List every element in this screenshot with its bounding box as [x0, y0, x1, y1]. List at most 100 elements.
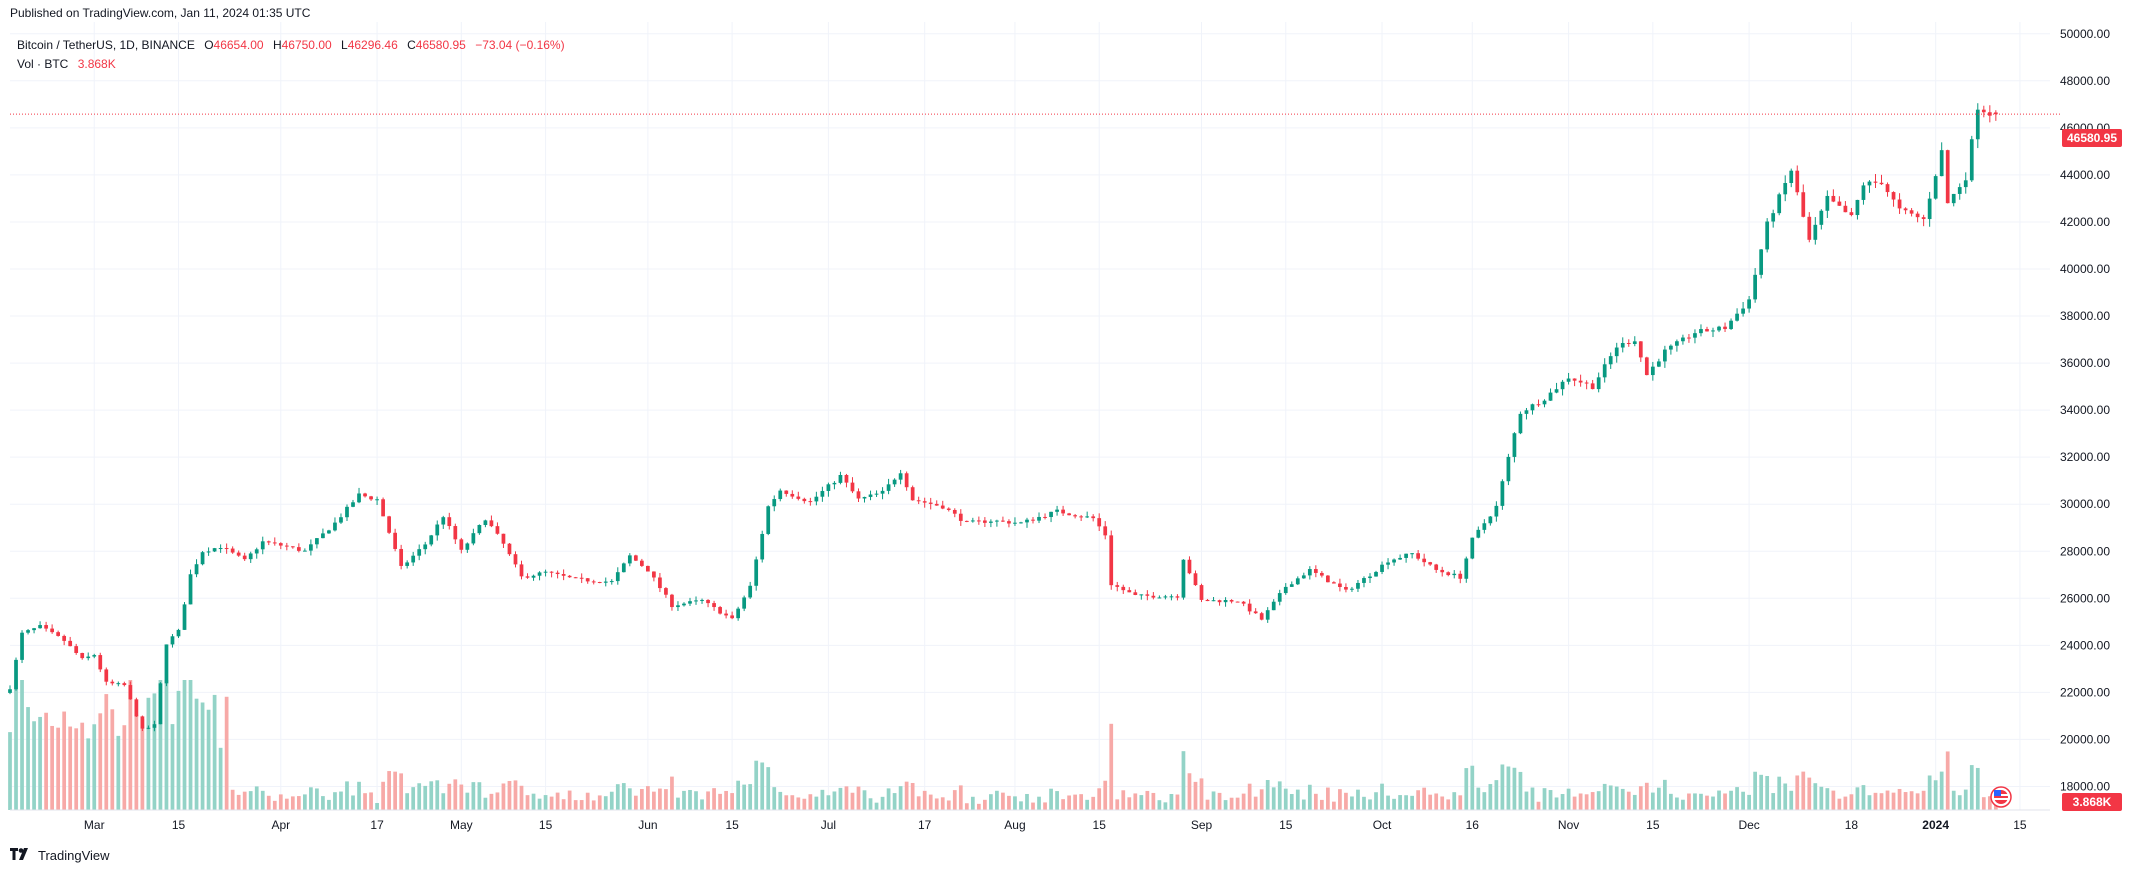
candle-body — [98, 655, 103, 670]
volume-bar — [1849, 794, 1854, 810]
volume-bar — [573, 800, 578, 810]
volume-bar — [826, 795, 831, 810]
x-tick-label: Sep — [1191, 818, 1213, 832]
volume-bar — [1307, 784, 1312, 810]
candle-body — [1404, 553, 1408, 558]
volume-bar — [700, 799, 704, 810]
volume-bar — [1626, 791, 1631, 810]
candle-body — [832, 482, 837, 485]
volume-bar — [471, 782, 476, 810]
candle-body — [489, 520, 494, 527]
candle-body — [597, 582, 602, 584]
volume-bar — [1663, 779, 1667, 810]
volume-bar — [670, 776, 674, 810]
candle-body — [110, 681, 115, 684]
volume-bar — [850, 792, 855, 810]
volume-bar — [266, 795, 271, 810]
volume-bar — [1638, 786, 1643, 810]
volume-bar — [1554, 797, 1559, 810]
us-flag-icon[interactable] — [1990, 786, 2012, 808]
volume-bar — [1656, 787, 1661, 810]
candle-body — [1049, 511, 1053, 517]
volume-bar — [742, 784, 747, 810]
volume-bar — [1103, 780, 1108, 810]
volume-bar — [748, 784, 753, 810]
volume-bar — [387, 771, 391, 810]
volume-bar — [86, 738, 91, 810]
volume-bar — [1470, 765, 1475, 810]
volume-bar — [339, 791, 343, 810]
candle-body — [411, 555, 416, 563]
candle-body — [1313, 569, 1318, 573]
volume-bar — [1987, 796, 1992, 810]
candle-body — [730, 615, 734, 619]
candle-body — [1578, 380, 1583, 383]
candle-body — [1211, 600, 1216, 602]
candle-body — [910, 487, 915, 501]
volume-bar — [441, 793, 446, 810]
candle-body — [543, 571, 548, 573]
volume-bar — [1428, 794, 1433, 810]
volume-bar — [218, 747, 223, 810]
candle-body — [1001, 520, 1005, 522]
y-tick-label: 42000.00 — [2060, 215, 2110, 229]
candle-body — [339, 517, 343, 523]
volume-bar — [1061, 799, 1065, 810]
volume-bar — [1644, 782, 1649, 810]
candle-body — [1392, 559, 1396, 563]
candle-body — [1849, 212, 1854, 216]
volume-bar — [1813, 783, 1818, 810]
x-tick-label: 17 — [370, 818, 384, 832]
candle-body — [591, 581, 596, 583]
volume-bar — [459, 784, 464, 810]
volume-bar — [652, 791, 656, 810]
candle-body — [1187, 559, 1192, 574]
volume-bar — [1049, 788, 1053, 810]
candle-body — [1614, 347, 1619, 357]
legend: Bitcoin / TetherUS, 1D, BINANCE O46654.0… — [17, 36, 565, 74]
candle-body — [303, 550, 307, 552]
candle-layer — [8, 103, 1998, 732]
candle-body — [1319, 572, 1324, 576]
volume-bar — [1476, 787, 1481, 810]
volume-bar — [862, 790, 867, 810]
volume-bar — [1416, 790, 1421, 810]
volume-bar — [1235, 797, 1240, 810]
volume-bar — [1392, 798, 1396, 810]
price-tag-box — [2062, 129, 2122, 147]
candle-body — [1825, 195, 1830, 211]
candle-body — [1765, 221, 1770, 250]
volume-bar — [1951, 790, 1956, 810]
candle-body — [345, 506, 349, 518]
candle-body — [579, 577, 584, 579]
candle-body — [1205, 599, 1210, 602]
volume-bar — [1681, 799, 1685, 810]
candle-body — [1777, 194, 1782, 214]
candle-body — [194, 564, 199, 575]
volume-bar — [1007, 795, 1011, 810]
candle-body — [856, 491, 861, 499]
candle-body — [850, 482, 855, 492]
volume-bar — [1121, 790, 1126, 810]
volume-bar — [1031, 802, 1035, 810]
candle-body — [1007, 521, 1011, 524]
candle-body — [1025, 519, 1029, 523]
candle-body — [826, 484, 831, 491]
volume-bar — [555, 792, 560, 810]
volume-bar — [134, 714, 139, 810]
volume-bar — [1133, 793, 1138, 810]
candle-body — [1524, 410, 1529, 414]
volume-bar — [465, 792, 470, 810]
volume-bar — [1199, 778, 1204, 810]
candle-body — [531, 575, 536, 578]
candle-body — [1368, 576, 1372, 579]
volume-bar — [176, 690, 181, 810]
brand[interactable]: TradingView — [10, 847, 110, 863]
volume-bar — [104, 694, 109, 810]
candle-body — [922, 501, 927, 503]
volume-bar — [1548, 790, 1553, 810]
volume-bar — [922, 790, 927, 810]
volume-bar — [1356, 789, 1360, 810]
volume-bar — [1181, 751, 1186, 810]
